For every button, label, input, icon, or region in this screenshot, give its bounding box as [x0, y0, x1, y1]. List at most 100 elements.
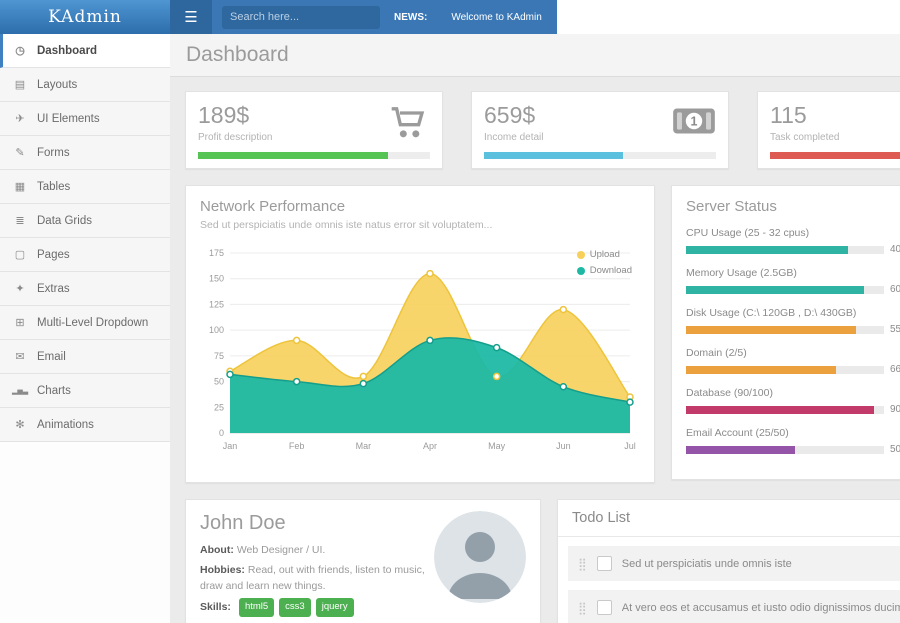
progress-track — [198, 152, 430, 159]
gauge-icon: ◷ — [15, 45, 25, 57]
envelope-icon: ✉ — [15, 351, 25, 363]
stat-cards-row: 189$ Profit description 659$ Income deta… — [185, 91, 900, 169]
main-content: Dashboard 189$ Profit description 659$ I… — [170, 34, 900, 623]
sidebar-item-multi-level-dropdown[interactable]: ⊞ Multi-Level Dropdown — [0, 306, 170, 340]
svg-text:125: 125 — [209, 299, 224, 309]
sidebar-item-label: Forms — [37, 146, 70, 159]
svg-text:175: 175 — [209, 248, 224, 258]
hamburger-icon: ☰ — [184, 9, 198, 26]
page-header: Dashboard — [170, 34, 900, 77]
progress-track — [484, 152, 716, 159]
progress-fill — [686, 245, 849, 254]
table-icon: ▦ — [14, 181, 26, 193]
sidebar-item-email[interactable]: ✉ Email — [0, 340, 170, 374]
sidebar-item-label: Layouts — [37, 78, 78, 91]
progress-fill — [686, 445, 795, 454]
sidebar-item-label: Dashboard — [37, 44, 98, 57]
hamburger-button[interactable]: ☰ — [170, 0, 212, 34]
network-performance-panel: Network Performance Sed ut perspiciatis … — [185, 185, 655, 483]
drag-handle-icon[interactable]: ⣿ — [578, 600, 587, 615]
todo-item[interactable]: ⣿ At vero eos et accusamus et iusto odio… — [568, 590, 900, 623]
sidebar-item-label: Multi-Level Dropdown — [37, 316, 149, 329]
sidebar-item-dashboard[interactable]: ◷ Dashboard — [0, 34, 170, 68]
sidebar: KAdmin ◷ Dashboard ▤ Layouts ✈ UI Elemen… — [0, 0, 170, 623]
sidebar-item-forms[interactable]: ✎ Forms — [0, 136, 170, 170]
sidebar-item-layouts[interactable]: ▤ Layouts — [0, 68, 170, 102]
drag-handle-icon[interactable]: ⣿ — [578, 556, 587, 571]
progress-fill — [770, 152, 900, 159]
sidebar-item-tables[interactable]: ▦ Tables — [0, 170, 170, 204]
about-label: About: — [200, 544, 234, 556]
server-value: 60 — [890, 284, 900, 295]
news-label: NEWS: — [394, 11, 428, 23]
sidebar-item-label: Extras — [37, 282, 70, 295]
sidebar-item-label: Tables — [37, 180, 71, 193]
hobbies-text: Read, out with friends, listen to music,… — [200, 563, 425, 592]
svg-text:50: 50 — [214, 377, 224, 387]
server-status-panel: Server Status CPU Usage (25 - 32 cpus) 4… — [671, 185, 900, 480]
topbar: ☰ NEWS: Welcome to KAdmin — [170, 0, 557, 34]
hobbies-line: Hobbies: Read, out with friends, listen t… — [200, 563, 438, 595]
todo-checkbox[interactable] — [596, 556, 612, 571]
server-row-domain: Domain (2/5) 66 — [686, 347, 900, 375]
server-value: 50 — [890, 444, 900, 455]
paper-plane-icon: ✈ — [15, 113, 25, 125]
server-value: 66 — [890, 364, 900, 375]
chart-legend: Upload Download — [576, 249, 632, 281]
svg-text:1: 1 — [691, 115, 698, 129]
todo-title: Todo List — [558, 500, 900, 537]
hobbies-label: Hobbies: — [200, 563, 245, 576]
svg-text:Jun: Jun — [556, 441, 571, 451]
sidebar-item-label: Pages — [37, 248, 70, 261]
area-chart: 0 25 50 75 100 125 150 175 Jan Feb Mar Apr May Jun Jul — [209, 248, 636, 451]
svg-text:150: 150 — [209, 274, 224, 284]
todo-checkbox[interactable] — [596, 600, 612, 615]
svg-text:Jan: Jan — [223, 441, 238, 451]
page-title: Dashboard — [186, 43, 289, 66]
sidebar-item-label: Animations — [37, 418, 94, 431]
server-value: 40 — [890, 244, 900, 255]
sidebar-item-label: UI Elements — [37, 112, 100, 125]
progress-track — [686, 285, 884, 294]
stat-value: 189$ — [198, 102, 250, 128]
skill-badge: css3 — [279, 598, 311, 617]
server-row-database: Database (90/100) 90 — [686, 387, 900, 415]
search-input[interactable] — [222, 5, 380, 29]
about-text: Web Designer / UI. — [236, 544, 326, 556]
sidebar-item-label: Email — [37, 350, 66, 363]
gift-icon: ✦ — [15, 283, 25, 295]
sidebar-item-ui-elements[interactable]: ✈ UI Elements — [0, 102, 170, 136]
bar-chart-icon: ▂▅▃ — [12, 387, 29, 395]
progress-track — [686, 365, 884, 374]
legend-item-upload: Upload — [576, 249, 632, 260]
svg-text:75: 75 — [214, 351, 224, 361]
sidebar-item-label: Data Grids — [37, 214, 92, 227]
progress-fill — [198, 152, 389, 159]
sidebar-item-pages[interactable]: ▢ Pages — [0, 238, 170, 272]
page-icon: ▢ — [14, 249, 26, 261]
progress-track — [686, 445, 884, 454]
sidebar-item-animations[interactable]: ✻ Animations — [0, 408, 170, 442]
welcome-text: Welcome to KAdmin — [451, 11, 542, 23]
sidebar-item-extras[interactable]: ✦ Extras — [0, 272, 170, 306]
skill-badge: html5 — [238, 598, 275, 617]
progress-track — [686, 245, 884, 254]
upload-dot-icon — [576, 250, 585, 259]
svg-text:Apr: Apr — [423, 441, 437, 451]
todo-item[interactable]: ⣿ Sed ut perspiciatis unde omnis iste — [568, 546, 900, 581]
stat-card-tasks: 115 Task completed — [757, 91, 900, 169]
svg-text:Jul: Jul — [624, 441, 636, 451]
svg-text:100: 100 — [209, 325, 224, 335]
sidebar-item-label: Charts — [37, 384, 71, 397]
svg-text:0: 0 — [219, 428, 224, 438]
sidebar-item-data-grids[interactable]: ≣ Data Grids — [0, 204, 170, 238]
server-row-cpu: CPU Usage (25 - 32 cpus) 40 — [686, 227, 900, 255]
server-row-email: Email Account (25/50) 50 — [686, 427, 900, 455]
sidebar-item-charts[interactable]: ▂▅▃ Charts — [0, 374, 170, 408]
progress-fill — [484, 152, 624, 159]
progress-fill — [686, 325, 857, 334]
stat-value: 659$ — [484, 102, 536, 128]
server-value: 90 — [890, 404, 900, 415]
stat-label: Task completed — [770, 132, 840, 143]
layout-icon: ▤ — [14, 79, 26, 91]
